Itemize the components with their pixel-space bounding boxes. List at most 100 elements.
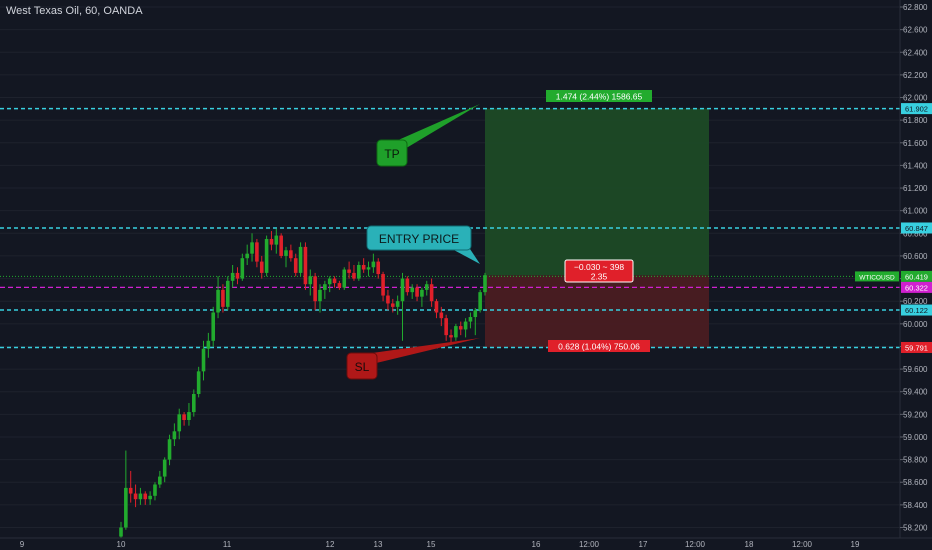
stop-value-box [548, 340, 650, 352]
target-value-box [546, 90, 652, 102]
time-tick-label: 12:00 [685, 540, 706, 549]
sl-label-box [346, 352, 378, 380]
candle-body [454, 326, 458, 338]
candle-body [308, 276, 313, 285]
candle-body [182, 414, 186, 421]
price-tick-label: 59.200 [903, 410, 928, 419]
price-tick-label: 59.000 [903, 433, 928, 442]
candle-body [269, 238, 274, 245]
candle [376, 258, 381, 279]
candle [415, 284, 419, 302]
candle [298, 242, 303, 277]
candle-body [138, 493, 143, 500]
candle-body [410, 287, 414, 293]
candle [444, 314, 448, 341]
candle-body [167, 439, 172, 460]
candle [255, 238, 259, 268]
price-tick-label: 60.200 [903, 297, 928, 306]
price-badge-box [901, 270, 932, 282]
candle-body [177, 414, 182, 432]
time-tick-label: 11 [223, 540, 232, 549]
candle [289, 244, 293, 262]
candle-body [332, 278, 337, 284]
candle [449, 329, 453, 345]
candle [357, 261, 361, 281]
candle [381, 271, 385, 302]
candle [458, 321, 463, 336]
candle-body [259, 261, 264, 273]
price-tick-label: 58.400 [903, 501, 928, 510]
candle [313, 272, 317, 311]
time-tick-label: 15 [427, 540, 436, 549]
candle-body [400, 278, 405, 302]
price-tick-label: 61.600 [903, 139, 928, 148]
candle [366, 261, 371, 277]
candle-body [133, 493, 138, 500]
candle-body [361, 264, 366, 270]
time-tick-label: 12 [326, 540, 335, 549]
candle-body [225, 280, 230, 307]
candle [192, 389, 196, 417]
candle [386, 289, 390, 311]
candle-body [279, 235, 283, 256]
candle-body [264, 238, 269, 273]
entry-label: ENTRY PRICE [379, 232, 459, 246]
candle [410, 284, 414, 299]
symbol-title: West Texas Oil, 60, OANDA [6, 5, 143, 17]
candle-body [381, 274, 385, 296]
candle [293, 253, 298, 277]
time-tick-label: 12:00 [792, 540, 813, 549]
stop-value-label: 0.628 (1.04%) 750.06 [558, 342, 640, 352]
candle-body [303, 246, 308, 285]
candle-body [143, 493, 148, 500]
price-tick-label: 58.600 [903, 478, 928, 487]
candle [473, 307, 478, 336]
candle-body [371, 261, 376, 268]
candle-body [201, 348, 206, 372]
candle [429, 278, 434, 307]
candle-body [483, 275, 487, 293]
candle-body [162, 459, 167, 477]
price-tick-label: 61.800 [903, 116, 928, 125]
candle [347, 261, 351, 279]
candle [342, 267, 347, 290]
price-tick-label: 62.400 [903, 48, 928, 57]
candle-body [323, 284, 327, 290]
price-tick-label: 62.800 [903, 3, 928, 12]
candle [230, 264, 235, 288]
target-value-label: 1.474 (2.44%) 1586.65 [556, 92, 643, 102]
candle-body [458, 326, 463, 330]
candle [439, 306, 444, 327]
candle [361, 258, 366, 273]
candle [400, 272, 405, 341]
time-axis-bg [0, 538, 932, 550]
price-tick-label: 61.200 [903, 184, 928, 193]
tp-label-box [376, 139, 408, 167]
status-label-2: 2.35 [591, 272, 608, 282]
candle [323, 280, 327, 299]
candle [182, 412, 186, 426]
candle [337, 280, 342, 290]
candle-body [342, 269, 347, 288]
price-badge-label: 60.419 [905, 272, 928, 281]
candle-body [216, 289, 220, 313]
candle [206, 332, 211, 358]
time-tick-label: 9 [20, 540, 25, 549]
candle [284, 246, 288, 268]
candle-body [255, 242, 259, 262]
candle-body [124, 487, 128, 528]
price-badge-label: 59.791 [905, 343, 928, 352]
candle-body [468, 317, 473, 322]
price-badge-box [901, 341, 932, 353]
candle-body [434, 301, 439, 313]
candle [153, 482, 157, 501]
price-badge-label: 60.122 [905, 306, 928, 315]
sl-callout-pointer [372, 338, 480, 364]
price-badge-label: 60.322 [905, 283, 928, 292]
candle-body [172, 431, 177, 440]
status-box [564, 259, 634, 283]
candle-body [449, 335, 453, 338]
